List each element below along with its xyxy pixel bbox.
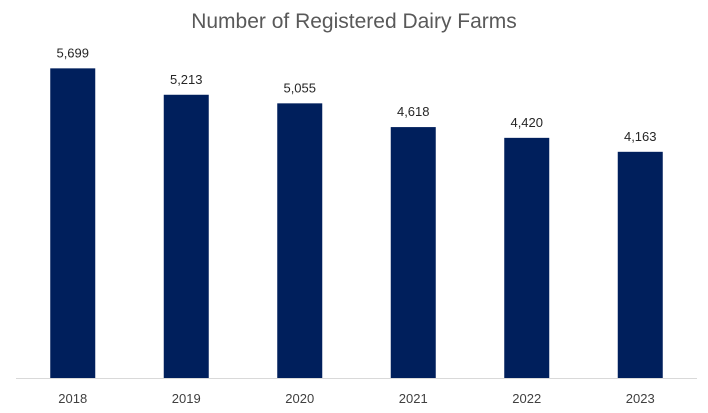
- x-tick-labels-group: 2018 2019 2020 2021 2022 2023: [58, 391, 654, 406]
- chart-title: Number of Registered Dairy Farms: [191, 10, 517, 33]
- bar-2018: [50, 68, 96, 378]
- bar-2023: [617, 151, 663, 378]
- x-tick-label-2020: 2020: [285, 391, 314, 406]
- x-tick-label-2023: 2023: [626, 391, 655, 406]
- x-tick-label-2019: 2019: [172, 391, 201, 406]
- value-labels-group: 5,699 5,213 5,055 4,618 4,420 4,163: [56, 45, 656, 143]
- value-label-2022: 4,420: [510, 115, 543, 130]
- bars-group: [50, 68, 663, 379]
- value-label-2020: 5,055: [283, 80, 316, 95]
- bar-2022: [504, 137, 550, 378]
- value-label-2018: 5,699: [56, 45, 89, 60]
- bar-2020: [277, 103, 323, 378]
- x-tick-label-2018: 2018: [58, 391, 87, 406]
- x-tick-label-2021: 2021: [399, 391, 428, 406]
- bar-2019: [163, 94, 209, 379]
- value-label-2019: 5,213: [170, 72, 203, 87]
- x-tick-label-2022: 2022: [512, 391, 541, 406]
- value-label-2023: 4,163: [624, 129, 657, 144]
- value-label-2021: 4,618: [397, 104, 430, 119]
- bar-2021: [390, 127, 436, 378]
